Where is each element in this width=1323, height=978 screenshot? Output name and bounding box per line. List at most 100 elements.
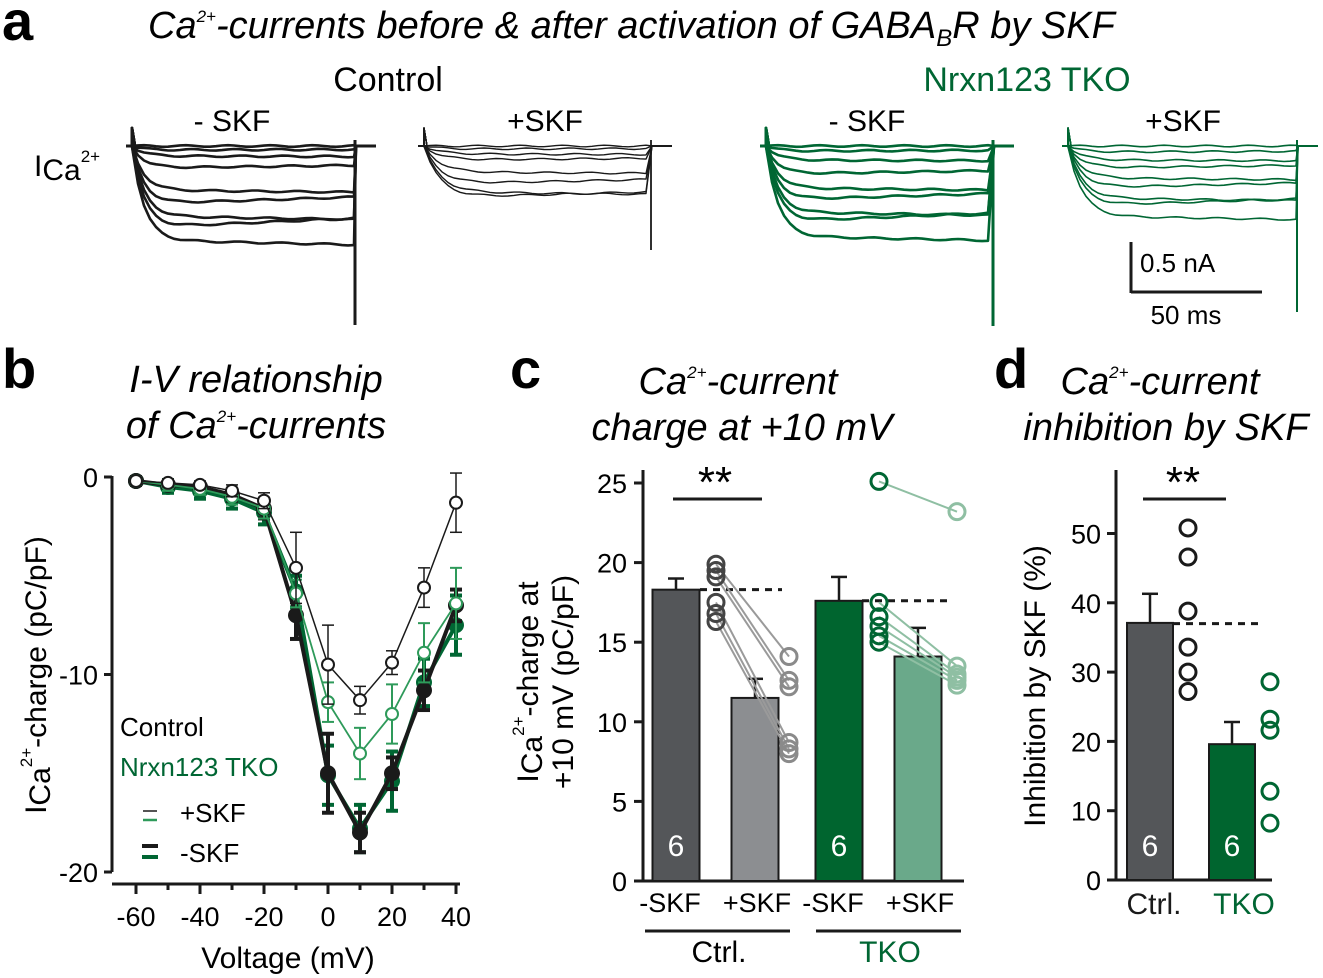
c-pair-line-ctrl: [715, 570, 790, 681]
panel-b-title-line2: of Ca2+-currents: [126, 405, 386, 447]
c-category-label: -SKF: [639, 888, 701, 918]
trace-tko-plus-6: [1062, 127, 1318, 202]
group-label-control: Control: [333, 61, 443, 99]
c-y-tick-label: 0: [612, 867, 627, 897]
c-point-ctrl-plus: [779, 744, 799, 764]
c-pair-line-tko: [878, 615, 958, 675]
iv-point: [129, 473, 143, 488]
d-y-tick-label: 50: [1071, 520, 1101, 550]
c-pair-line-tko: [878, 641, 958, 687]
iv-point: [321, 657, 335, 672]
panel-b-title-line1: I-V relationship: [129, 359, 382, 401]
b-x-tick-label: -20: [244, 902, 283, 932]
d-category-label: Ctrl.: [1127, 888, 1182, 921]
c-pair-line-tko: [878, 480, 958, 513]
c-category-label: +SKF: [723, 888, 791, 918]
c-point-tko-minus: [869, 592, 889, 612]
iv-series-1: [129, 472, 463, 715]
trace-control-minus-8: [126, 126, 376, 247]
trace-control-minus-2: [126, 126, 376, 159]
panel-d: d Ca2+-current inhibition by SKF Inhibit…: [994, 337, 1310, 921]
c-point-tko-minus: [869, 471, 889, 491]
c-pair-line-ctrl: [715, 576, 790, 688]
trace-tko-minus-4: [760, 126, 1014, 192]
c-point-ctrl-minus: [706, 592, 726, 612]
scale-current-label: 0.5 nA: [1140, 248, 1216, 278]
group-label-tko-c: TKO: [859, 936, 921, 969]
d-point-ctrl: [1178, 518, 1198, 538]
iv-legend: Control Nrxn123 TKO +SKF -SKF: [120, 712, 278, 868]
iv-point: [161, 475, 175, 490]
iv-point: [417, 645, 431, 660]
c-bar: [814, 599, 864, 882]
trace-tko-plus-2: [1062, 127, 1318, 163]
d-point-tko: [1260, 672, 1280, 692]
c-pair-line-ctrl: [715, 563, 790, 658]
d-bar: [1208, 743, 1256, 881]
d-bar: [1126, 621, 1174, 881]
panel-c-ylabel-line1: ICa2+-charge at: [509, 581, 549, 783]
c-category-label: +SKF: [886, 888, 954, 918]
trace-control-plus-1: [418, 127, 672, 151]
c-y-tick-label: 10: [597, 708, 627, 738]
panel-a: a Ca2+-currents before & after activatio…: [2, 0, 1318, 330]
b-x-tick-label: 40: [441, 902, 471, 932]
trace-control-minus-6: [126, 126, 376, 222]
trace-control-minus-0: [126, 126, 376, 149]
trace-tko-plus-4: [1062, 127, 1318, 182]
c-pair-line-ctrl: [715, 613, 790, 750]
trace-control-minus-1: [126, 126, 376, 152]
c-pair-line-ctrl: [715, 621, 790, 755]
d-point-ctrl: [1178, 601, 1198, 621]
d-n-label: 6: [1142, 830, 1159, 863]
c-point-tko-minus: [869, 632, 889, 652]
d-y-tick-label: 0: [1086, 866, 1101, 896]
cond-label-control-minus: - SKF: [194, 105, 271, 138]
panel-d-letter: d: [994, 337, 1028, 400]
iv-point: [384, 765, 400, 782]
iv-series-0: [128, 472, 464, 855]
c-n-label: 6: [831, 830, 848, 863]
trace-control-plus-6: [418, 127, 672, 196]
c-point-ctrl-minus: [706, 561, 726, 581]
trace-control-plus-2: [418, 127, 672, 156]
b-x-tick-label: -60: [116, 902, 155, 932]
legend-plus: +SKF: [180, 798, 246, 828]
trace-tko-plus-8: [1062, 127, 1318, 221]
c-point-tko-minus: [869, 626, 889, 646]
trace-control-minus-5: [126, 126, 376, 204]
d-point-ctrl: [1178, 682, 1198, 702]
trace-tko-plus-5: [1062, 127, 1318, 188]
c-point-ctrl-plus: [779, 647, 799, 667]
panel-a-ylabel: ICa2+: [34, 147, 100, 187]
c-category-label: -SKF: [802, 888, 864, 918]
c-bar: [651, 588, 701, 882]
panel-c-ylabel-line2: +10 mV (pC/pF): [547, 575, 580, 789]
trace-tko-minus-7: [760, 126, 1014, 221]
d-point-tko: [1260, 813, 1280, 833]
trace-tko-plus-0: [1062, 127, 1318, 148]
c-point-ctrl-plus: [779, 670, 799, 690]
trace-control-plus-3: [418, 127, 672, 161]
iv-point: [353, 746, 367, 761]
current-traces: [126, 126, 1318, 326]
d-category-label: TKO: [1213, 888, 1275, 921]
trace-tko-minus-0: [760, 126, 1014, 149]
panel-c-title-line2: charge at +10 mV: [591, 407, 896, 449]
legend-minus: -SKF: [180, 838, 239, 868]
c-point-tko-plus: [947, 656, 967, 676]
trace-control-plus-0: [418, 127, 672, 148]
iv-point: [225, 483, 239, 498]
d-point-ctrl: [1178, 547, 1198, 567]
c-bar: [893, 655, 943, 883]
b-y-tick-label: -20: [59, 858, 98, 888]
group-label-ctrl: Ctrl.: [692, 936, 747, 969]
iv-point: [353, 693, 367, 708]
c-y-tick-label: 20: [597, 549, 627, 579]
c-pair-line-tko: [878, 634, 958, 682]
scale-bar: 0.5 nA 50 ms: [1129, 242, 1262, 330]
panel-d-title-line2: inhibition by SKF: [1023, 407, 1310, 449]
iv-point: [257, 493, 271, 508]
panel-a-title: Ca2+-currents before & after activation …: [148, 5, 1117, 52]
b-y-tick-label: 0: [83, 463, 98, 493]
